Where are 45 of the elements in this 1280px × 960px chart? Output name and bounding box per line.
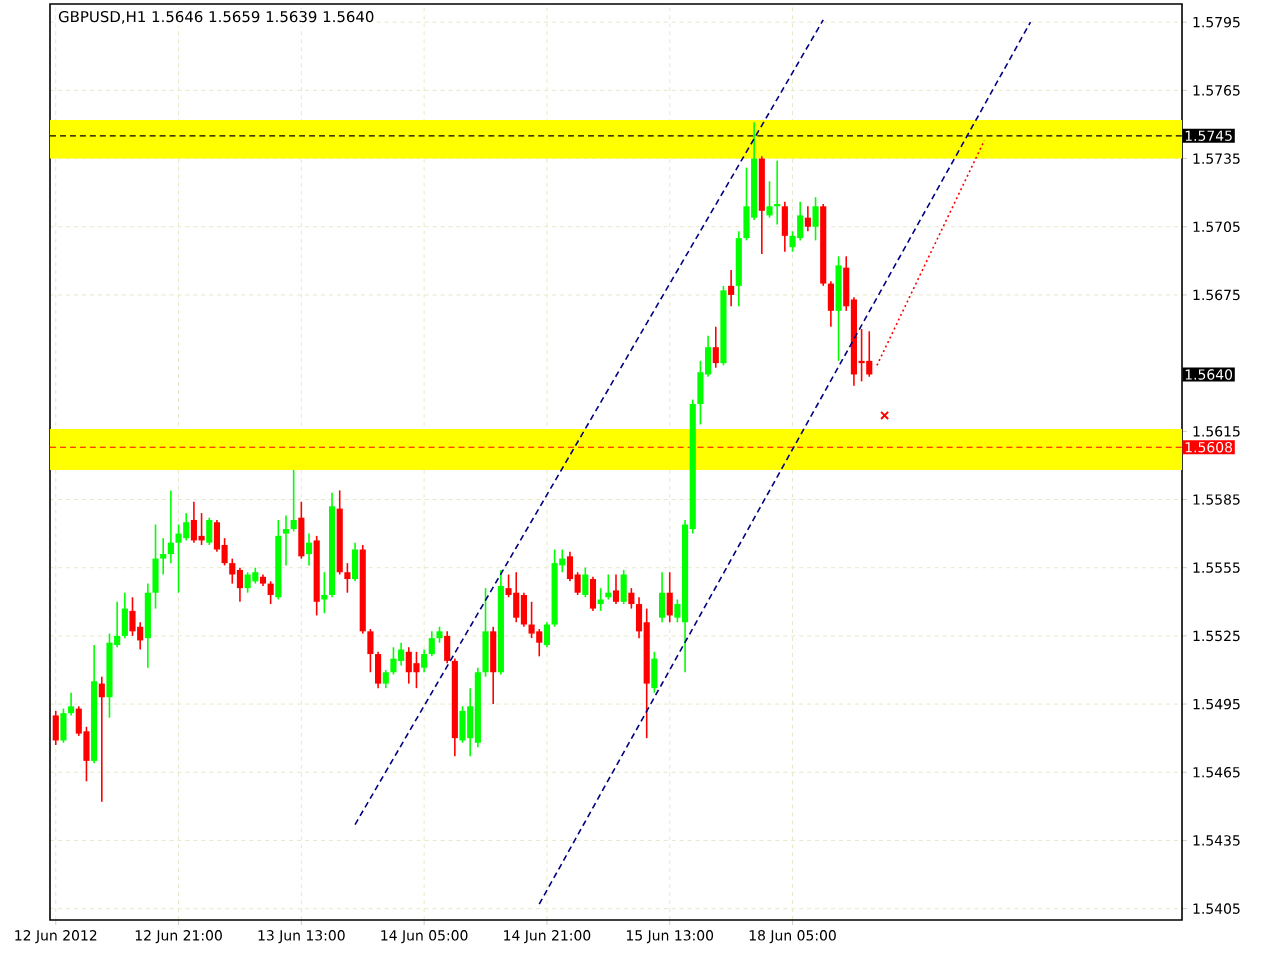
candlestick <box>812 196 819 242</box>
candlestick <box>290 469 297 533</box>
candlestick <box>305 532 313 567</box>
candlestick <box>413 650 420 689</box>
candlestick <box>167 489 174 564</box>
candlestick <box>589 575 597 612</box>
candlestick <box>866 330 873 378</box>
candlestick <box>651 650 658 694</box>
candlestick <box>444 630 451 664</box>
candlestick <box>490 625 497 705</box>
candlestick <box>52 710 59 746</box>
candlestick <box>827 280 834 328</box>
candlestick <box>121 591 128 639</box>
candlestick <box>543 621 550 649</box>
candlestick <box>582 566 589 599</box>
candlestick <box>405 646 412 685</box>
candlestick <box>612 573 620 605</box>
candlestick <box>628 587 635 610</box>
candlestick <box>712 325 719 369</box>
candlestick <box>520 591 527 628</box>
candlestick <box>728 269 735 308</box>
candlestick <box>804 205 811 233</box>
candlestick <box>236 566 244 603</box>
candlestick <box>190 500 197 544</box>
candlestick <box>375 650 382 689</box>
candlestick <box>183 512 190 542</box>
candlestick <box>835 255 842 362</box>
candlestick <box>536 628 543 658</box>
candlestick <box>244 571 251 594</box>
candlestick <box>398 641 405 667</box>
candlestick <box>321 571 328 614</box>
candlestick <box>781 200 788 253</box>
candlestick <box>513 571 520 624</box>
candlestick <box>658 571 666 624</box>
candlestick <box>666 571 673 624</box>
candlestick <box>428 630 435 658</box>
candlestick <box>298 500 305 560</box>
candlestick <box>282 514 290 567</box>
candlestick <box>620 569 627 605</box>
candlestick <box>267 580 274 605</box>
candlestick <box>421 648 428 674</box>
candlestick <box>352 541 359 583</box>
candlestick <box>797 200 804 242</box>
candlestick <box>98 675 105 803</box>
candlestick <box>206 516 213 546</box>
